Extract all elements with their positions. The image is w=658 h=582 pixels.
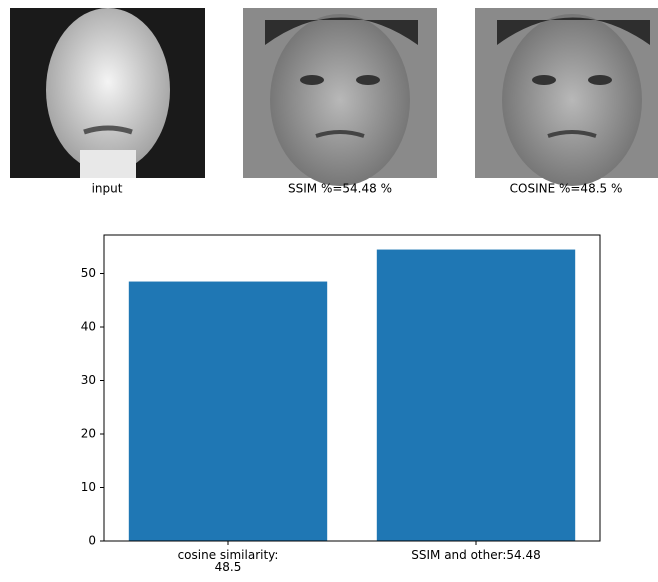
figure: input SSIM %=54.48 % COSINE %=48.5 % 0 10… (0, 0, 658, 582)
bar (377, 250, 575, 541)
y-tick-label: 40 (81, 320, 96, 334)
page: input SSIM %=54.48 % COSINE %=48.5 % 0 10… (0, 0, 658, 582)
ssim-image (243, 8, 437, 186)
x-tick-label: SSIM and other:54.48 (356, 549, 596, 561)
y-tick-label: 30 (81, 373, 96, 387)
y-tick-label: 0 (88, 534, 96, 548)
image-caption: input (92, 182, 123, 196)
y-tick-label: 10 (81, 480, 96, 494)
y-tick-label: 50 (81, 266, 96, 280)
image-caption: SSIM %=54.48 % (288, 182, 392, 196)
cosine-image (475, 8, 658, 186)
bar (129, 282, 327, 541)
x-tick-label: cosine similarity: 48.5 (108, 549, 348, 573)
image-caption: COSINE %=48.5 % (510, 182, 623, 196)
y-tick-label: 20 (81, 427, 96, 441)
input-image (10, 8, 205, 178)
